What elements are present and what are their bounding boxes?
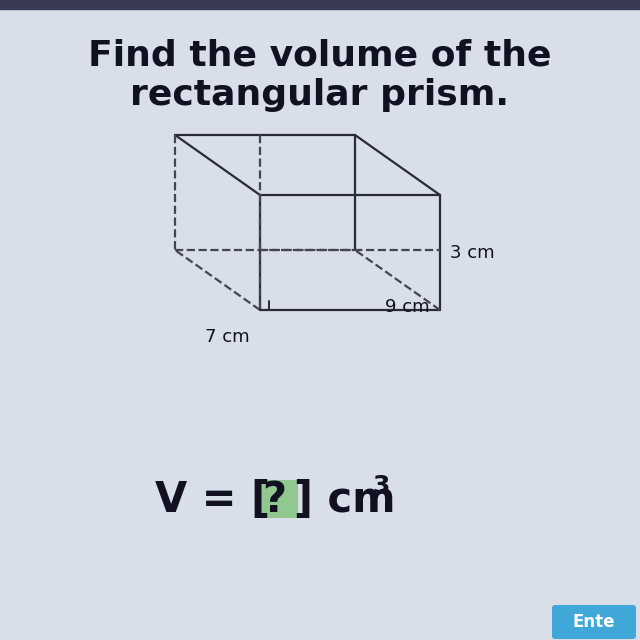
Text: rectangular prism.: rectangular prism. xyxy=(131,78,509,112)
Text: 7 cm: 7 cm xyxy=(205,328,250,346)
Text: Find the volume of the: Find the volume of the xyxy=(88,38,552,72)
FancyBboxPatch shape xyxy=(552,605,636,639)
Text: 3 cm: 3 cm xyxy=(450,243,495,262)
Text: ] cm: ] cm xyxy=(294,479,396,521)
FancyBboxPatch shape xyxy=(255,480,298,518)
Text: 9 cm: 9 cm xyxy=(385,298,430,316)
Text: ?: ? xyxy=(262,479,286,521)
Text: Ente: Ente xyxy=(573,613,615,631)
Text: V = [: V = [ xyxy=(155,479,270,521)
Text: 3: 3 xyxy=(372,474,389,498)
Bar xyxy=(0,0,640,9)
